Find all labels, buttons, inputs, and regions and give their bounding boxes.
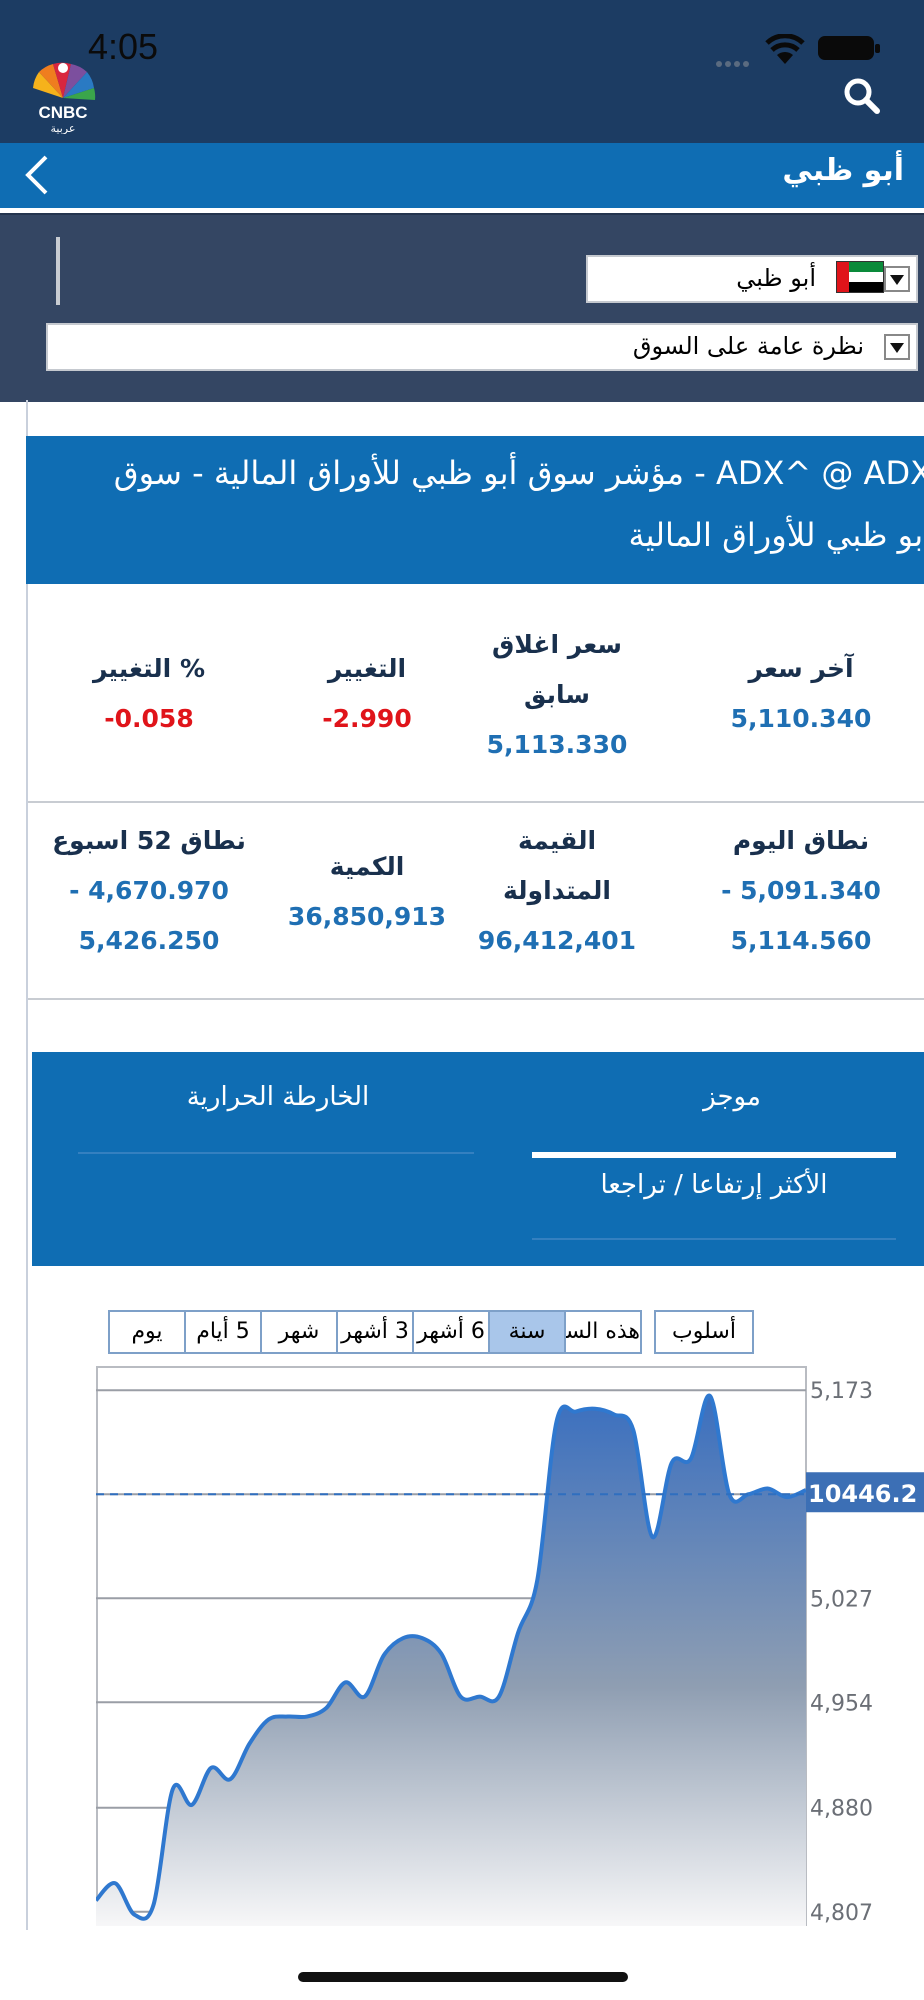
home-indicator [298,1972,628,1982]
y-tick-label: 4,880 [810,1797,873,1822]
market-view-dropdown[interactable]: نظرة عامة على السوق [46,323,918,371]
index-title-line2: أبو ظبي للأوراق المالية [628,516,924,554]
change-label: التغيير [327,654,407,683]
logo-text: CNBC [38,103,87,122]
volume-value: 36,850,913 [287,902,447,931]
wifi-icon [764,33,806,66]
week52-range-low: 4,670.970 - [69,876,229,905]
volume-label: الكمية [329,852,405,881]
active-tab-indicator [532,1152,896,1158]
chart-style-button[interactable]: أسلوب [654,1310,754,1354]
change-percent-label: % التغيير [93,654,205,683]
country-value: أبو ظبي [736,264,816,292]
week52-range-high: 5,426.250 [78,926,220,955]
traded-value-label-line2: المتداولة [502,876,612,905]
search-icon[interactable] [842,76,882,116]
stat-last-price: آخر سعر 5,110.340 [696,644,906,744]
y-tick-label: 5,173 [810,1379,873,1404]
divider [28,998,924,1000]
prev-close-label-line2: سابق [524,680,590,709]
day-range-low: 5,091.340 - [721,876,881,905]
stat-volume: الكمية 36,850,913 [262,842,472,942]
range-6-months-button[interactable]: 6 أشهر [414,1312,490,1352]
current-value-label: 10446.2 [808,1480,917,1508]
y-tick-label: 4,954 [810,1691,873,1716]
cellular-signal-icon [716,52,756,67]
uae-flag-icon [836,261,884,293]
tab-underline [532,1238,896,1240]
current-value-marker: 10446.2 [806,1472,924,1513]
market-tabs: موجز الخارطة الحرارية الأكثر إرتفاعا / ت… [32,1052,924,1266]
last-price-label: آخر سعر [748,654,854,683]
week52-range-label: نطاق 52 اسبوع [52,826,246,855]
back-chevron-icon[interactable] [18,153,58,197]
range-1-month-button[interactable]: شهر [262,1312,338,1352]
divider [56,237,60,305]
y-tick-label: 5,027 [810,1587,873,1612]
range-3-months-button[interactable]: 3 أشهر [338,1312,414,1352]
battery-icon [818,36,874,60]
range-ytd-button[interactable]: هذه السنة [566,1319,640,1344]
tab-heatmap[interactable]: الخارطة الحرارية [186,1082,370,1112]
range-5-days-button[interactable]: 5 أيام [186,1312,262,1352]
change-value: -2.990 [322,704,412,733]
index-title-banner: ADX^ @ ADX - مؤشر سوق أبو ظبي للأوراق ال… [26,436,924,584]
chart-area-fill [96,1395,806,1926]
stat-prev-close: سعر اغلاق سابق 5,113.330 [452,620,662,770]
change-percent-value: -0.058 [104,704,194,733]
market-view-value: نظرة عامة على السوق [632,332,864,360]
day-range-label: نطاق اليوم [732,826,870,855]
prev-close-value: 5,113.330 [486,730,628,759]
stat-52-week-range: نطاق 52 اسبوع 4,670.970 - 5,426.250 [44,816,254,966]
stat-change: التغيير -2.990 [262,644,472,744]
chevron-down-icon [884,266,910,292]
status-time: 4:05 [88,26,159,67]
tab-summary[interactable]: موجز [703,1082,761,1112]
top-app-bar [0,0,924,143]
content-border [26,400,28,1930]
day-range-high: 5,114.560 [730,926,872,955]
last-price-value: 5,110.340 [730,704,872,733]
chart-series-line [96,1393,807,1921]
stat-day-range: نطاق اليوم 5,091.340 - 5,114.560 [696,816,906,966]
market-selector-panel: أبو ظبي نظرة عامة على السوق [0,213,924,402]
stat-change-percent: % التغيير -0.058 [44,644,254,744]
range-1-year-button[interactable]: سنة [490,1312,566,1352]
page-title: أبو ظبي [782,153,904,188]
y-tick-label: 4,807 [810,1901,873,1926]
chart-range-selector: يوم 5 أيام شهر 3 أشهر 6 أشهر سنة هذه الس… [108,1310,642,1354]
cnbc-logo: CNBC عربية [18,54,108,135]
logo-subtext: عربية [51,122,76,134]
index-title-line1: ADX^ @ ADX - مؤشر سوق أبو ظبي للأوراق ال… [113,454,924,492]
battery-tip-icon [875,44,880,53]
title-bar: أبو ظبي [0,143,924,211]
traded-value: 96,412,401 [477,926,637,955]
stat-traded-value: القيمة المتداولة 96,412,401 [452,816,662,966]
chevron-down-icon [884,334,910,360]
tab-gainers-losers[interactable]: الأكثر إرتفاعا / تراجعا [600,1170,828,1200]
country-dropdown[interactable]: أبو ظبي [586,255,918,303]
range-1-day-button[interactable]: يوم [110,1312,186,1352]
tab-underline [78,1152,474,1154]
prev-close-label-line1: سعر اغلاق [492,630,622,659]
traded-value-label-line1: القيمة [517,826,597,855]
divider [28,801,924,803]
